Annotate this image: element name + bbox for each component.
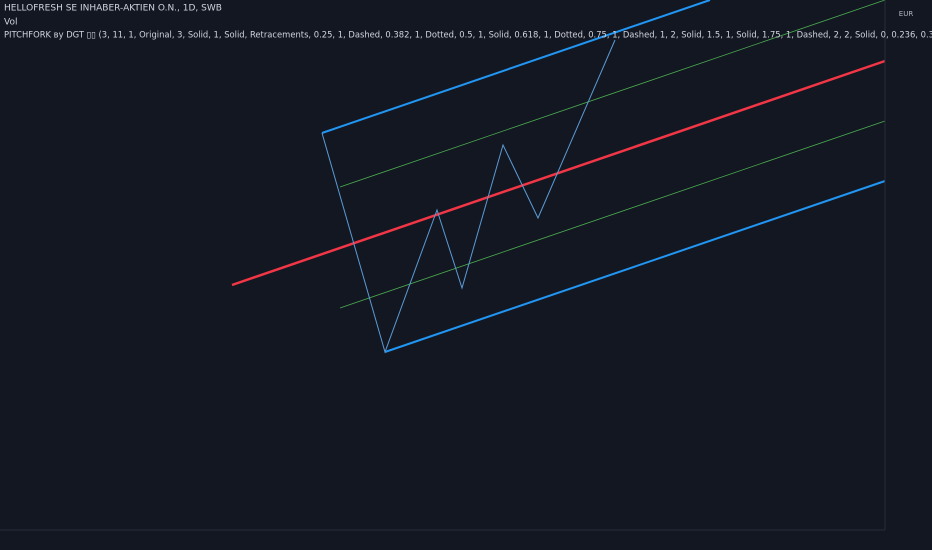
lower-line [384,180,886,353]
upper-line [321,0,711,134]
chart-title: HELLOFRESH SE INHABER-AKTIEN O.N., 1D, S… [4,4,222,14]
wave-path [321,39,616,354]
volume-label: Vol [4,18,17,28]
upper-half-line [339,0,886,188]
currency-label: EUR [899,10,914,18]
median-line [231,59,886,287]
lower-half-line [339,120,886,309]
pitchfork [231,0,886,354]
indicator-label: PITCHFORK вy DGT ▯▯ (3, 11, 1, Original,… [4,30,932,40]
price-axis [885,0,932,550]
